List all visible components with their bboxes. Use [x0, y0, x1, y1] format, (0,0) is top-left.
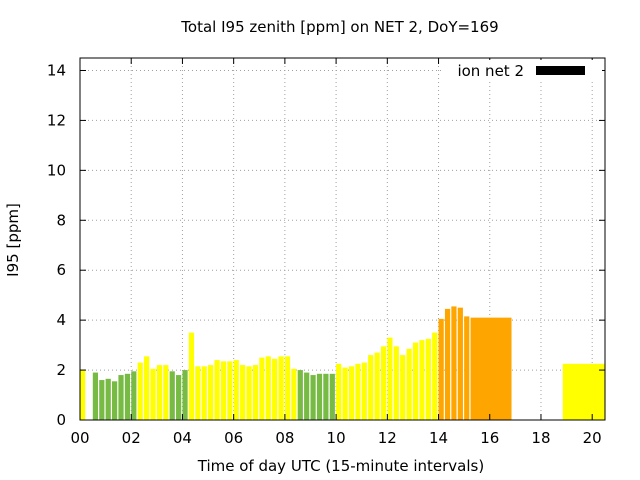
bar: [470, 317, 512, 420]
bar: [438, 318, 444, 420]
bar: [188, 332, 195, 420]
bar: [368, 355, 374, 420]
bars: [80, 306, 605, 420]
bar: [176, 375, 182, 420]
bar: [259, 357, 265, 420]
bar: [201, 366, 207, 420]
legend-swatch: [536, 66, 585, 75]
bar: [562, 363, 605, 420]
bar: [323, 373, 329, 420]
x-tick-label: 08: [275, 429, 294, 447]
bar: [105, 378, 111, 420]
x-tick-label: 18: [531, 429, 550, 447]
bar: [451, 306, 457, 420]
bar: [291, 368, 297, 420]
bar: [278, 356, 284, 420]
bar: [348, 366, 355, 420]
bar: [124, 373, 131, 420]
x-axis-title: Time of day UTC (15-minute intervals): [197, 457, 484, 475]
bar: [387, 337, 393, 420]
bar: [195, 366, 201, 420]
bar: [310, 375, 316, 420]
bar: [214, 360, 220, 420]
bar: [208, 365, 214, 420]
bar: [80, 370, 86, 420]
bar: [182, 370, 188, 420]
bar: [304, 372, 310, 420]
bar: [329, 373, 335, 420]
bar: [457, 307, 463, 420]
bar: [220, 361, 227, 420]
x-tick-label: 12: [378, 429, 397, 447]
bar: [233, 360, 239, 420]
bar: [131, 371, 137, 420]
bar: [137, 362, 143, 420]
x-tick-label: 02: [122, 429, 141, 447]
bar: [464, 316, 470, 420]
bar: [393, 346, 399, 420]
bar: [355, 363, 361, 420]
grid: [80, 58, 605, 420]
x-tick-label: 14: [429, 429, 448, 447]
bar: [412, 342, 419, 420]
bar: [432, 332, 438, 420]
legend-background: [442, 60, 602, 82]
y-tick-label: 8: [56, 211, 66, 229]
bar: [400, 355, 406, 420]
bar: [297, 370, 303, 420]
y-tick-label: 0: [56, 411, 66, 429]
bar: [99, 380, 105, 420]
y-tick-label: 12: [47, 111, 66, 129]
legend-label: ion net 2: [457, 62, 524, 80]
y-tick-label: 10: [47, 161, 66, 179]
y-tick-label: 6: [56, 261, 66, 279]
x-tick-label: 00: [70, 429, 89, 447]
plot-frame: [79, 57, 606, 421]
bar: [156, 365, 163, 420]
bar: [406, 348, 412, 420]
x-tick-label: 20: [583, 429, 602, 447]
bar: [425, 338, 431, 420]
bar: [112, 381, 118, 420]
bar: [150, 368, 156, 420]
bar: [419, 340, 425, 420]
bar: [144, 356, 150, 420]
y-tick-label: 4: [56, 311, 66, 329]
bar: [92, 372, 99, 420]
bar: [336, 363, 342, 420]
x-tick-label: 04: [173, 429, 192, 447]
bar: [265, 356, 271, 420]
bar: [374, 352, 380, 420]
bar: [169, 371, 175, 420]
bar: [118, 375, 124, 420]
y-tick-label: 2: [56, 361, 66, 379]
x-tick-label: 06: [224, 429, 243, 447]
bar: [240, 365, 246, 420]
bar: [163, 365, 169, 420]
chart-title: Total I95 zenith [ppm] on NET 2, DoY=169: [180, 18, 498, 36]
x-tick-label: 16: [480, 429, 499, 447]
y-axis-title: I95 [ppm]: [4, 203, 22, 277]
bar: [444, 308, 451, 420]
bar: [284, 356, 291, 420]
bar: [380, 346, 387, 420]
y-tick-label: 14: [47, 61, 66, 79]
bar: [246, 366, 252, 420]
bar: [361, 362, 367, 420]
bar: [227, 361, 233, 420]
bar: [316, 373, 323, 420]
legend: ion net 2: [442, 60, 602, 82]
x-tick-label: 10: [327, 429, 346, 447]
bar: [272, 358, 278, 420]
bar: [252, 365, 259, 420]
bar: [342, 367, 348, 420]
